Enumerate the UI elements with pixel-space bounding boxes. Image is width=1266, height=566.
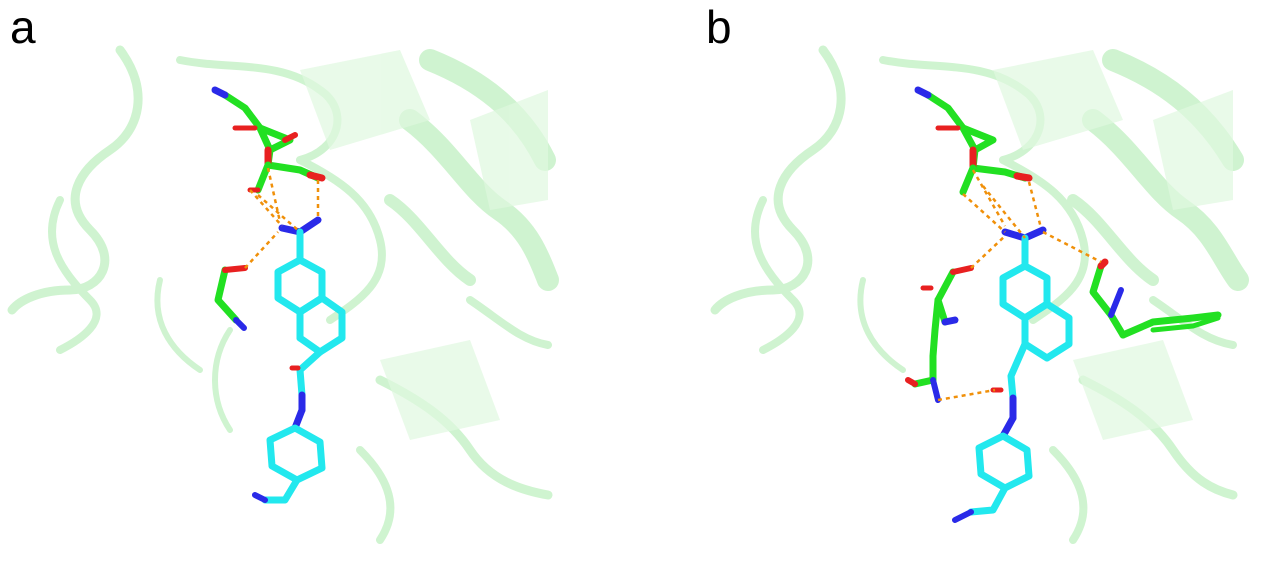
panel-label-a: a — [10, 1, 36, 53]
hydrogen-bonds — [244, 167, 320, 269]
molecular-scene-a — [7, 45, 559, 544]
residue-right — [1089, 258, 1222, 339]
ligand — [252, 216, 346, 504]
protein-sheet-shading — [300, 50, 548, 440]
protein-sheet-shading — [993, 50, 1233, 440]
residue-left — [905, 265, 974, 403]
residue-upper — [914, 86, 1033, 196]
residue-upper — [211, 86, 326, 194]
ligand — [952, 226, 1073, 523]
panel-label-b: b — [706, 1, 732, 53]
panel-b: b — [633, 0, 1266, 566]
panel-a: a — [7, 1, 559, 544]
hydrogen-bonds — [937, 169, 1102, 402]
molecular-scene-b — [710, 45, 1249, 544]
residue-left — [214, 265, 248, 331]
